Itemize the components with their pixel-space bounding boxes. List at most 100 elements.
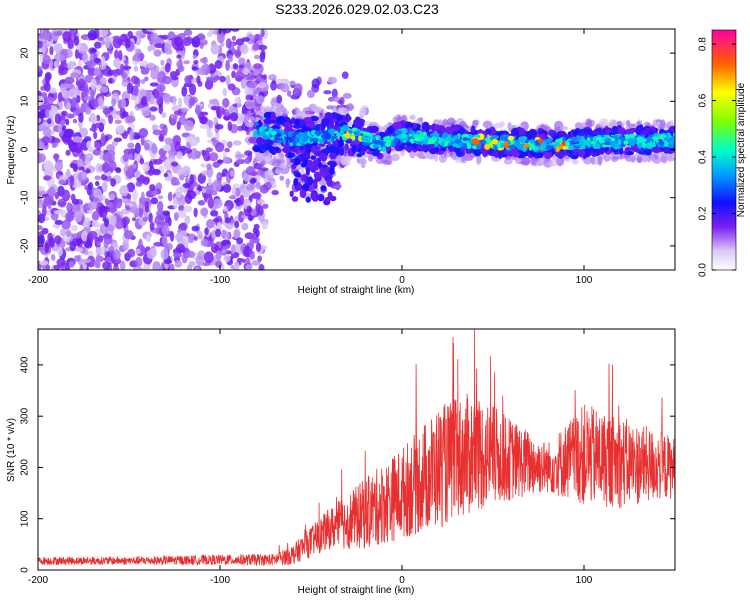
spectral-blob (252, 42, 260, 51)
spectral-blob (108, 78, 113, 84)
colorbar-tick-label: 0.0 (698, 263, 709, 277)
spectral-blob (107, 50, 113, 55)
spectral-blob (100, 86, 109, 94)
spectral-blob (183, 29, 193, 36)
spectral-blob (135, 256, 143, 268)
spectral-blob (207, 177, 212, 187)
spectral-blob (58, 179, 66, 185)
spectral-blob (43, 160, 54, 172)
spectral-blob (121, 111, 129, 118)
spectral-blob (307, 159, 313, 170)
spectral-blob (164, 42, 172, 55)
spectral-blob (135, 30, 146, 37)
spectral-blob (369, 125, 379, 133)
spectral-blob (95, 246, 105, 257)
spectral-blob (629, 133, 636, 139)
spectral-blob (231, 35, 237, 41)
spectral-blob (252, 192, 262, 200)
spectral-blob (259, 52, 266, 63)
spectral-blob (317, 162, 323, 168)
spectral-blob (46, 102, 52, 111)
spectral-blob (147, 45, 153, 52)
spectral-blob (134, 77, 141, 85)
spectral-blob (646, 137, 652, 142)
spectral-blob (261, 125, 268, 130)
spectral-blob (71, 96, 77, 109)
spectral-blob (342, 92, 352, 99)
spectral-blob (42, 42, 47, 54)
spectral-blob (262, 74, 268, 80)
y-tick-label: -10 (20, 190, 31, 205)
spectral-blob (583, 139, 591, 146)
spectral-blob (41, 136, 51, 144)
spectral-blob (99, 77, 107, 84)
y-tick-label: 100 (20, 510, 31, 527)
x-tick-label: 0 (399, 575, 405, 586)
spectral-blob (217, 221, 222, 232)
spectral-blob (94, 180, 100, 187)
spectral-blob (312, 159, 319, 169)
spectral-blob (336, 114, 343, 122)
spectral-blob (208, 119, 214, 129)
spectral-blob (621, 120, 628, 126)
spectral-blob (630, 154, 636, 163)
spectral-blob (44, 195, 55, 205)
spectral-blob (129, 129, 134, 141)
y-tick-label: 400 (20, 356, 31, 373)
spectral-blob (53, 210, 62, 215)
spectral-blob (115, 167, 122, 174)
spectral-blob (200, 238, 209, 247)
spectral-blob (279, 175, 285, 181)
spectral-blob (289, 142, 293, 147)
spectral-blob (458, 141, 464, 148)
spectral-blob (291, 196, 299, 202)
spectral-blob (133, 65, 139, 72)
spectral-blob (58, 66, 68, 76)
spectral-blob (67, 137, 73, 146)
spectral-blob (346, 103, 354, 112)
spectral-blob (110, 178, 117, 187)
spectral-blob (623, 140, 629, 145)
spectral-blob (73, 210, 83, 223)
colorbar-tick-label: 0.4 (698, 150, 709, 164)
spectral-blob (466, 142, 472, 150)
spectral-blob (127, 153, 134, 160)
spectral-blob (71, 198, 80, 205)
spectral-blob (161, 75, 172, 85)
spectral-blob (142, 216, 148, 222)
spectral-blob (232, 63, 239, 70)
spectral-blob (38, 185, 46, 192)
spectral-blob (286, 90, 292, 97)
spectral-blob (339, 129, 344, 136)
spectral-blob (234, 220, 240, 229)
spectral-blob (389, 141, 397, 147)
spectral-blob (638, 142, 643, 148)
spectral-blob (48, 237, 56, 248)
spectral-blob (72, 118, 78, 124)
spectral-blob (215, 132, 220, 141)
spectral-blob (174, 141, 181, 152)
spectral-blob (185, 176, 190, 185)
spectral-blob (256, 124, 260, 131)
x-tick-label: 0 (399, 275, 405, 286)
spectral-blob (221, 108, 226, 115)
spectral-blob (312, 182, 318, 189)
spectral-blob (299, 168, 305, 176)
spectral-blob (337, 139, 344, 146)
spectral-blob (172, 114, 178, 120)
spectral-blob (169, 142, 177, 152)
spectral-blob (409, 114, 416, 120)
spectral-blob (485, 137, 492, 144)
spectral-blob (253, 162, 262, 170)
spectral-blob (222, 156, 231, 164)
spectral-blob (178, 42, 184, 52)
spectral-blob (278, 152, 285, 159)
spectral-blob (195, 255, 205, 266)
spectral-blob (124, 59, 129, 66)
spectral-blob (109, 205, 116, 214)
spectral-blob (193, 236, 198, 241)
spectral-blob (95, 254, 101, 265)
spectral-blob (161, 224, 170, 236)
spectral-blob (122, 153, 129, 162)
